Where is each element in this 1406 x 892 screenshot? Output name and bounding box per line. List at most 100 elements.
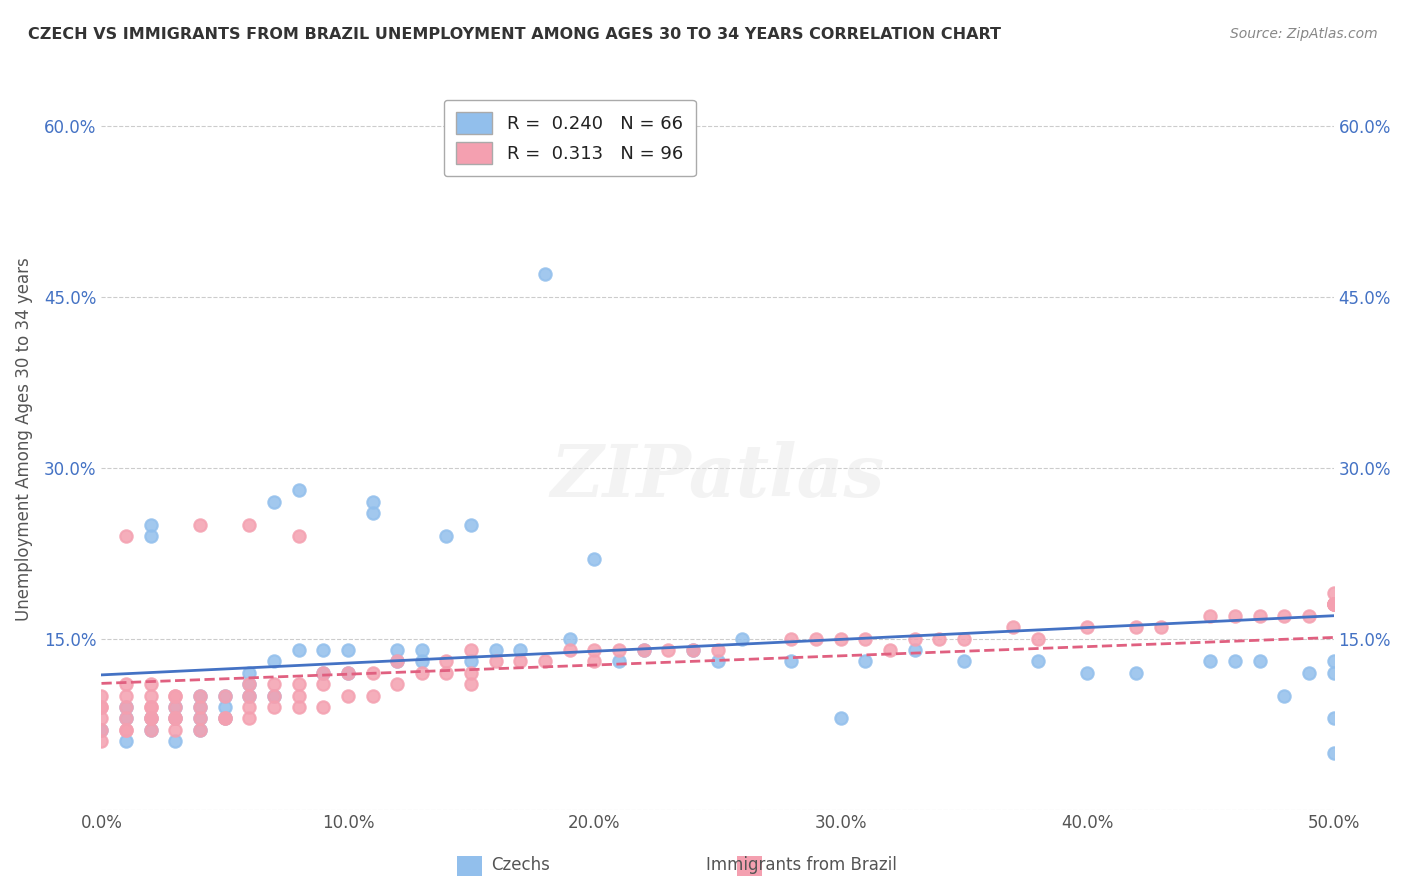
Point bbox=[509, 643, 531, 657]
Point bbox=[115, 689, 138, 703]
Point bbox=[436, 654, 458, 668]
Point bbox=[115, 723, 138, 737]
Point bbox=[139, 711, 162, 725]
Point bbox=[1026, 654, 1049, 668]
Text: ZIPatlas: ZIPatlas bbox=[551, 441, 884, 512]
Point bbox=[165, 711, 187, 725]
Point bbox=[139, 711, 162, 725]
Point bbox=[115, 711, 138, 725]
Point bbox=[115, 700, 138, 714]
Point bbox=[165, 700, 187, 714]
Point bbox=[165, 700, 187, 714]
Point bbox=[879, 643, 901, 657]
Point bbox=[263, 654, 285, 668]
Point bbox=[188, 711, 211, 725]
Point bbox=[361, 689, 384, 703]
Point bbox=[188, 689, 211, 703]
Point bbox=[214, 689, 236, 703]
Point bbox=[657, 643, 679, 657]
Point bbox=[953, 632, 976, 646]
Point bbox=[90, 711, 112, 725]
Text: Immigrants from Brazil: Immigrants from Brazil bbox=[706, 855, 897, 873]
Point bbox=[263, 677, 285, 691]
Point bbox=[1272, 689, 1295, 703]
Point bbox=[706, 643, 728, 657]
Point bbox=[214, 711, 236, 725]
Point bbox=[1298, 665, 1320, 680]
Point bbox=[139, 711, 162, 725]
Point bbox=[287, 643, 309, 657]
Point bbox=[115, 700, 138, 714]
Point bbox=[336, 643, 359, 657]
Point bbox=[1298, 608, 1320, 623]
Point bbox=[1323, 598, 1346, 612]
Point bbox=[460, 665, 482, 680]
Point bbox=[830, 711, 852, 725]
Point bbox=[188, 711, 211, 725]
Point bbox=[1249, 654, 1271, 668]
Point bbox=[188, 700, 211, 714]
Point bbox=[928, 632, 950, 646]
Point bbox=[139, 723, 162, 737]
Point bbox=[1125, 665, 1147, 680]
Point bbox=[238, 517, 260, 532]
Point bbox=[139, 677, 162, 691]
Point bbox=[1199, 608, 1222, 623]
Point bbox=[312, 700, 335, 714]
Point bbox=[115, 529, 138, 543]
Point bbox=[411, 654, 433, 668]
Point bbox=[953, 654, 976, 668]
Point bbox=[139, 700, 162, 714]
Point bbox=[1323, 598, 1346, 612]
Point bbox=[1323, 654, 1346, 668]
Point bbox=[1199, 654, 1222, 668]
Point bbox=[188, 700, 211, 714]
Point bbox=[238, 665, 260, 680]
Point bbox=[361, 494, 384, 508]
Point bbox=[90, 689, 112, 703]
Point bbox=[287, 483, 309, 498]
Point bbox=[460, 517, 482, 532]
Point bbox=[90, 723, 112, 737]
Point bbox=[115, 734, 138, 748]
Point bbox=[534, 654, 557, 668]
Point bbox=[1323, 665, 1346, 680]
Point bbox=[904, 632, 927, 646]
Point bbox=[287, 700, 309, 714]
Point bbox=[361, 665, 384, 680]
Point bbox=[1076, 665, 1098, 680]
Point bbox=[855, 654, 877, 668]
Point bbox=[238, 677, 260, 691]
Point bbox=[1150, 620, 1173, 634]
Y-axis label: Unemployment Among Ages 30 to 34 years: Unemployment Among Ages 30 to 34 years bbox=[15, 257, 32, 621]
Point bbox=[263, 689, 285, 703]
Legend: R =  0.240   N = 66, R =  0.313   N = 96: R = 0.240 N = 66, R = 0.313 N = 96 bbox=[444, 100, 696, 177]
Point bbox=[1323, 711, 1346, 725]
Point bbox=[485, 643, 508, 657]
Point bbox=[165, 711, 187, 725]
Point bbox=[90, 734, 112, 748]
Point bbox=[1249, 608, 1271, 623]
Point bbox=[214, 689, 236, 703]
Point bbox=[312, 643, 335, 657]
Point bbox=[263, 700, 285, 714]
Point bbox=[558, 643, 581, 657]
Point bbox=[485, 654, 508, 668]
Point bbox=[534, 267, 557, 281]
Point bbox=[1323, 586, 1346, 600]
Point bbox=[336, 665, 359, 680]
Point bbox=[855, 632, 877, 646]
Point bbox=[90, 723, 112, 737]
Point bbox=[336, 665, 359, 680]
Point bbox=[238, 689, 260, 703]
Point bbox=[731, 632, 754, 646]
Point bbox=[263, 689, 285, 703]
Point bbox=[165, 689, 187, 703]
Point bbox=[1125, 620, 1147, 634]
Point bbox=[287, 677, 309, 691]
Point bbox=[682, 643, 704, 657]
Point bbox=[312, 665, 335, 680]
Point bbox=[139, 723, 162, 737]
Point bbox=[139, 517, 162, 532]
Point bbox=[583, 654, 606, 668]
